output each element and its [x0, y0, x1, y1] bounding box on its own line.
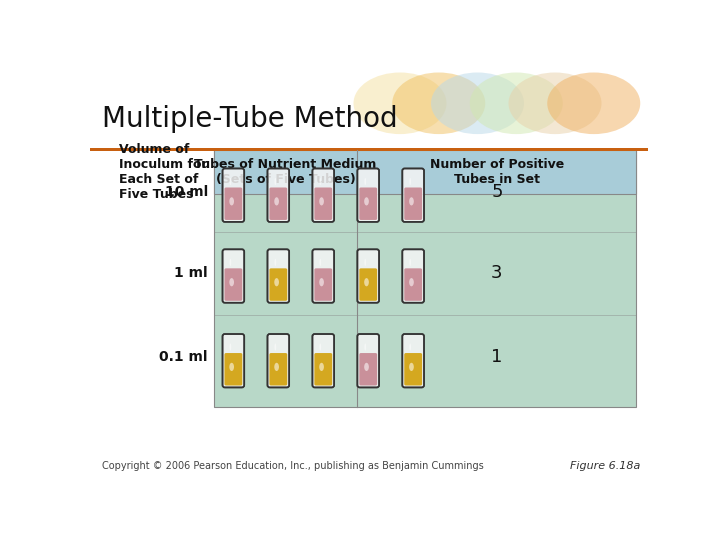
- Ellipse shape: [410, 259, 411, 266]
- Ellipse shape: [508, 72, 601, 134]
- FancyBboxPatch shape: [312, 168, 334, 222]
- FancyBboxPatch shape: [357, 334, 379, 387]
- FancyBboxPatch shape: [359, 187, 377, 220]
- Ellipse shape: [230, 363, 234, 371]
- Ellipse shape: [409, 363, 414, 371]
- Ellipse shape: [364, 363, 369, 371]
- Ellipse shape: [274, 343, 276, 350]
- FancyBboxPatch shape: [225, 353, 243, 386]
- FancyBboxPatch shape: [315, 268, 332, 301]
- Ellipse shape: [431, 72, 524, 134]
- Ellipse shape: [274, 363, 279, 371]
- FancyBboxPatch shape: [359, 268, 377, 301]
- Ellipse shape: [230, 197, 234, 205]
- Text: Number of Positive
Tubes in Set: Number of Positive Tubes in Set: [430, 158, 564, 186]
- Text: 1: 1: [491, 348, 503, 367]
- Ellipse shape: [364, 178, 366, 185]
- Ellipse shape: [319, 197, 324, 205]
- Text: 1 ml: 1 ml: [174, 266, 208, 280]
- FancyBboxPatch shape: [357, 168, 379, 222]
- FancyBboxPatch shape: [402, 334, 424, 387]
- Ellipse shape: [547, 72, 640, 134]
- Ellipse shape: [364, 278, 369, 286]
- Ellipse shape: [410, 178, 411, 185]
- Text: 0.1 ml: 0.1 ml: [159, 350, 208, 365]
- FancyBboxPatch shape: [225, 187, 243, 220]
- FancyBboxPatch shape: [404, 268, 422, 301]
- Ellipse shape: [319, 363, 324, 371]
- Ellipse shape: [469, 72, 563, 134]
- Ellipse shape: [274, 197, 279, 205]
- FancyBboxPatch shape: [315, 353, 332, 386]
- Ellipse shape: [320, 178, 321, 185]
- Text: Figure 6.18a: Figure 6.18a: [570, 461, 640, 471]
- Text: 5: 5: [491, 183, 503, 201]
- FancyBboxPatch shape: [269, 187, 287, 220]
- Ellipse shape: [319, 278, 324, 286]
- Ellipse shape: [274, 259, 276, 266]
- FancyBboxPatch shape: [267, 334, 289, 387]
- FancyBboxPatch shape: [222, 334, 244, 387]
- Text: Copyright © 2006 Pearson Education, Inc., publishing as Benjamin Cummings: Copyright © 2006 Pearson Education, Inc.…: [102, 461, 483, 471]
- Ellipse shape: [354, 72, 446, 134]
- Ellipse shape: [230, 259, 231, 266]
- FancyBboxPatch shape: [269, 268, 287, 301]
- Ellipse shape: [409, 197, 414, 205]
- Ellipse shape: [320, 259, 321, 266]
- Ellipse shape: [409, 278, 414, 286]
- Bar: [214, 150, 636, 408]
- Text: Multiple-Tube Method: Multiple-Tube Method: [102, 105, 397, 133]
- Ellipse shape: [392, 72, 485, 134]
- Ellipse shape: [230, 178, 231, 185]
- FancyBboxPatch shape: [222, 249, 244, 303]
- FancyBboxPatch shape: [404, 187, 422, 220]
- Bar: [90, 148, 648, 151]
- Ellipse shape: [364, 343, 366, 350]
- Ellipse shape: [320, 343, 321, 350]
- Bar: [90, 65, 648, 150]
- FancyBboxPatch shape: [267, 168, 289, 222]
- Text: 10 ml: 10 ml: [165, 185, 208, 199]
- FancyBboxPatch shape: [359, 353, 377, 386]
- Bar: [214, 150, 636, 194]
- Ellipse shape: [274, 178, 276, 185]
- Ellipse shape: [230, 278, 234, 286]
- Text: Tubes of Nutrient Medium
(Sets of Five Tubes): Tubes of Nutrient Medium (Sets of Five T…: [194, 158, 377, 186]
- FancyBboxPatch shape: [312, 334, 334, 387]
- FancyBboxPatch shape: [312, 249, 334, 303]
- Ellipse shape: [364, 197, 369, 205]
- Text: Volume of
Inoculum for
Each Set of
Five Tubes: Volume of Inoculum for Each Set of Five …: [120, 143, 208, 201]
- Ellipse shape: [364, 259, 366, 266]
- FancyBboxPatch shape: [402, 249, 424, 303]
- FancyBboxPatch shape: [267, 249, 289, 303]
- Ellipse shape: [230, 343, 231, 350]
- FancyBboxPatch shape: [402, 168, 424, 222]
- FancyBboxPatch shape: [222, 168, 244, 222]
- FancyBboxPatch shape: [225, 268, 243, 301]
- Text: 3: 3: [491, 264, 503, 282]
- FancyBboxPatch shape: [269, 353, 287, 386]
- FancyBboxPatch shape: [315, 187, 332, 220]
- FancyBboxPatch shape: [357, 249, 379, 303]
- FancyBboxPatch shape: [404, 353, 422, 386]
- Ellipse shape: [410, 343, 411, 350]
- Ellipse shape: [274, 278, 279, 286]
